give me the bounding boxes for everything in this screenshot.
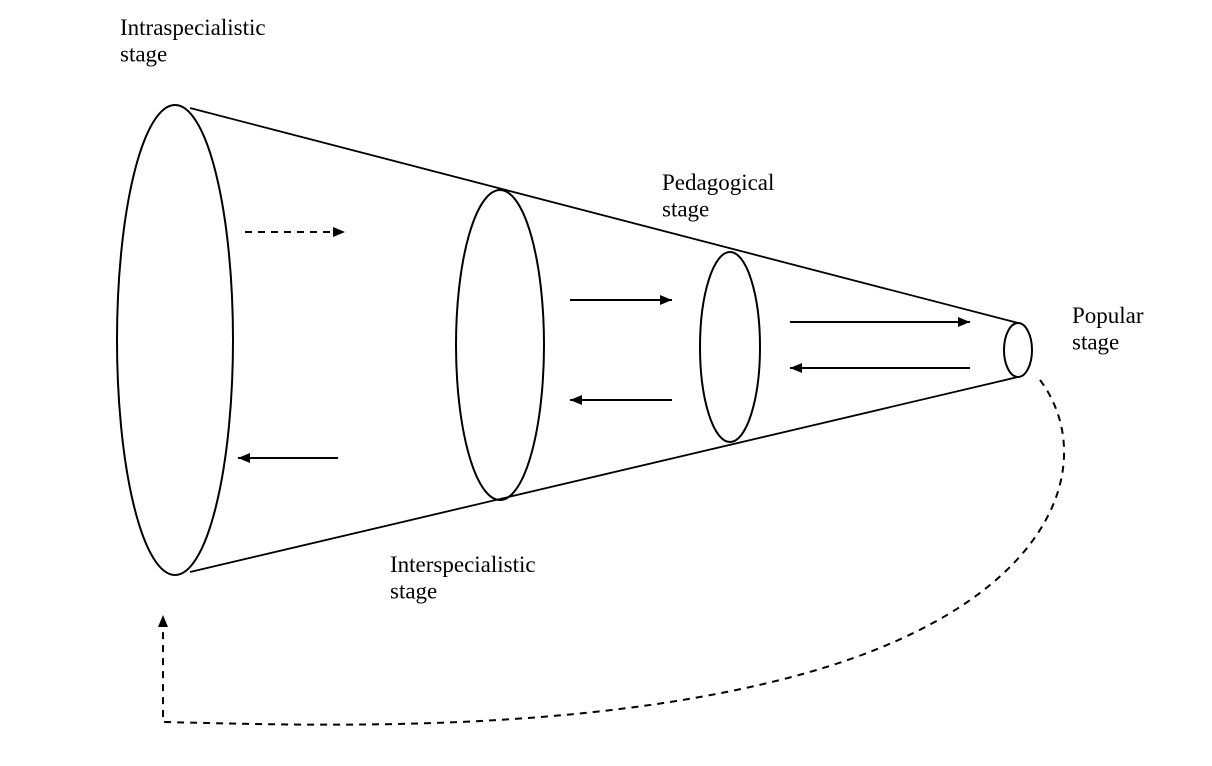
cone-edge [190, 108, 1018, 323]
label-pedagogical-line1: Pedagogical [662, 170, 774, 195]
label-interspecialistic: Interspecialisticstage [390, 552, 536, 603]
feedback-curve [163, 380, 1064, 725]
ellipse-pedagogical [700, 252, 760, 442]
label-popular-line1: Popular [1072, 303, 1144, 328]
ellipse-interspecialistic [456, 190, 544, 500]
label-pedagogical-line2: stage [662, 196, 709, 221]
ellipse-intraspecialistic [117, 105, 233, 575]
label-popular: Popularstage [1072, 303, 1144, 354]
cone-diagram: IntraspecialisticstageInterspecialistics… [0, 0, 1212, 766]
label-intraspecialistic-line1: Intraspecialistic [120, 15, 266, 40]
label-intraspecialistic: Intraspecialisticstage [120, 15, 266, 66]
label-interspecialistic-line2: stage [390, 578, 437, 603]
cone-edge [190, 377, 1018, 572]
label-popular-line2: stage [1072, 329, 1119, 354]
label-pedagogical: Pedagogicalstage [662, 170, 774, 221]
label-interspecialistic-line1: Interspecialistic [390, 552, 536, 577]
label-intraspecialistic-line2: stage [120, 41, 167, 66]
ellipse-popular [1004, 323, 1032, 377]
